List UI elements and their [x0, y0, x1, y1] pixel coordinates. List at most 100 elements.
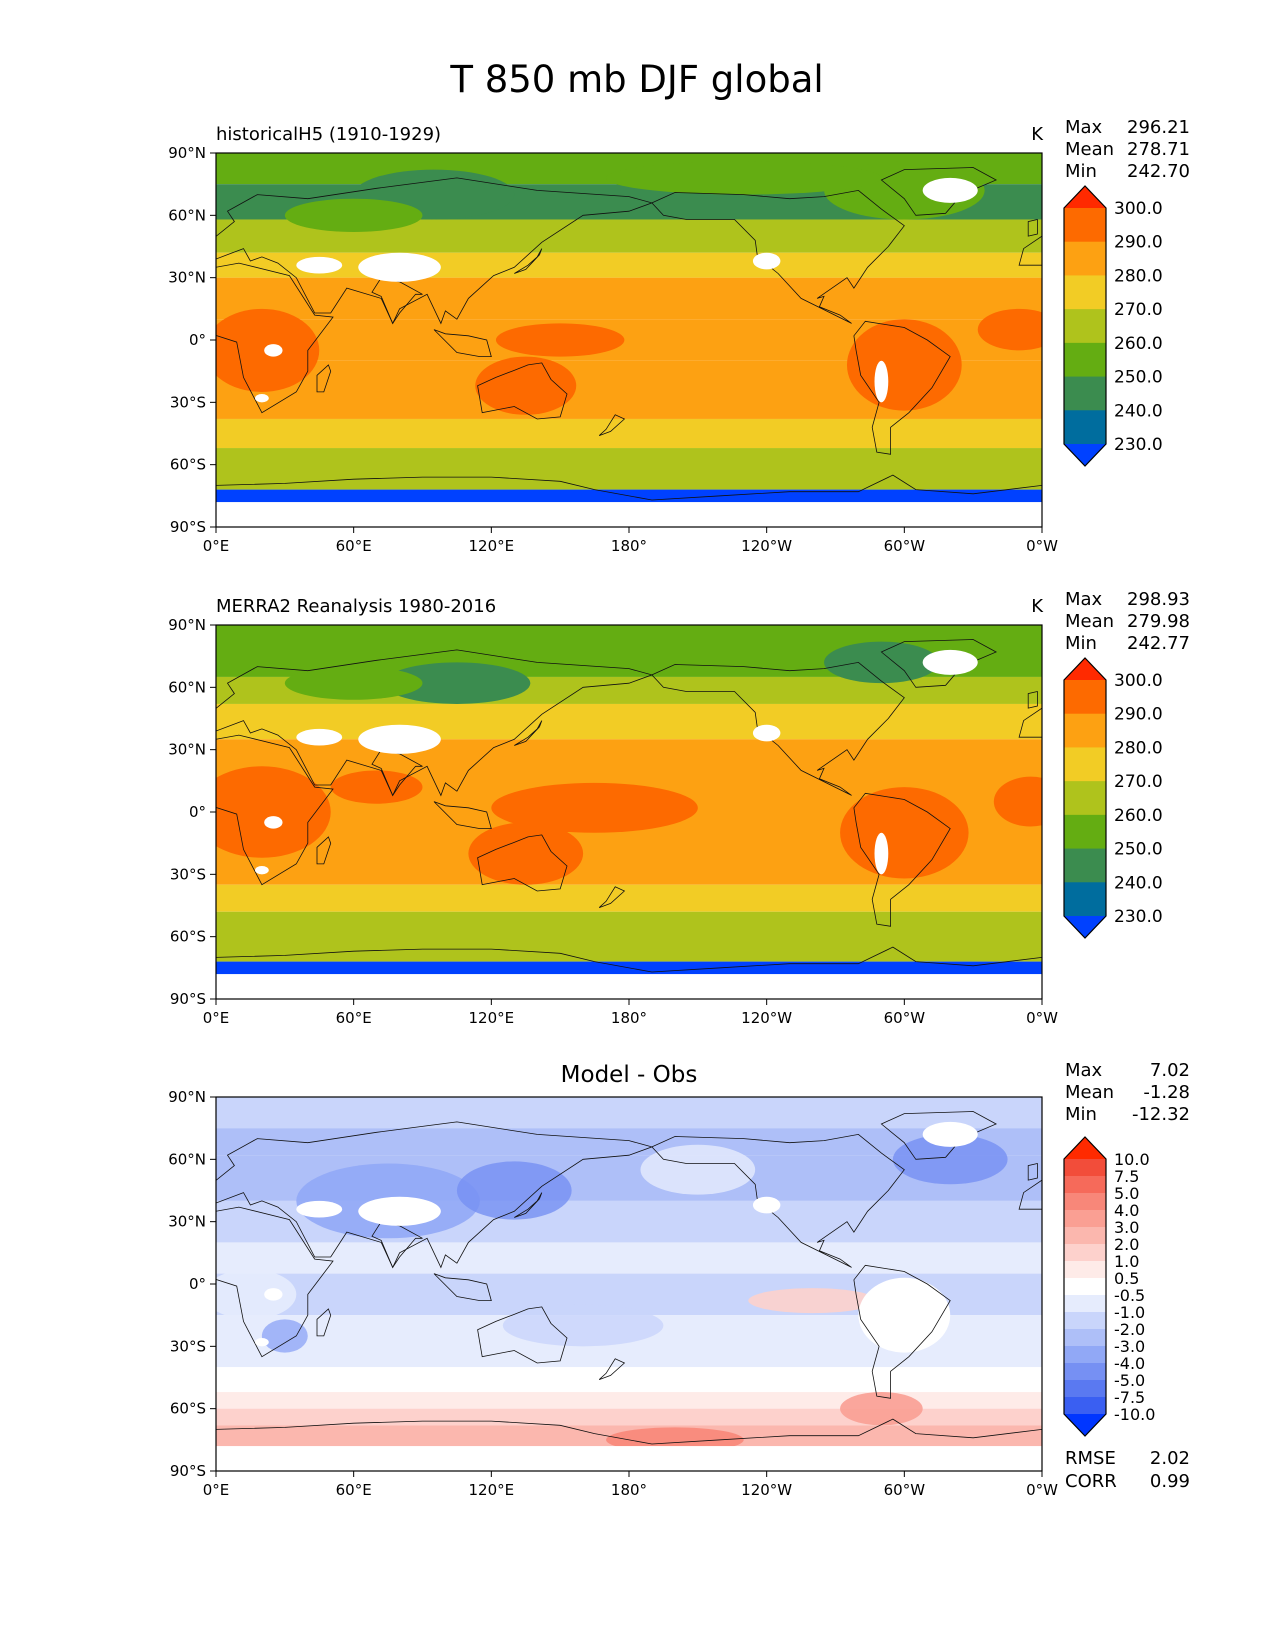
stat-label-mean: Mean [1065, 139, 1114, 160]
coastline-new-zealand [598, 886, 626, 908]
metric-label-rmse: RMSE [1065, 1448, 1116, 1469]
x-tick-label: 60°E [336, 537, 372, 555]
coastline-japan [514, 1192, 543, 1218]
colorbar-bin [1064, 1363, 1106, 1381]
contour-band [216, 418, 1042, 449]
x-tick-label: 0°E [203, 537, 230, 555]
colorbar-tick-label: 1.0 [1114, 1252, 1139, 1271]
y-tick-label: 0° [189, 331, 206, 349]
stat-label-mean: Mean [1065, 611, 1114, 632]
y-tick-label: 30°N [168, 741, 206, 759]
panel-diff: Model - Obs 90°N60°N30°N0°30°S60°S90°S0°… [168, 1060, 1190, 1499]
colorbar-bin [1064, 1329, 1106, 1347]
colorbar-outline [1063, 657, 1107, 939]
colorbar-bin [1064, 848, 1106, 883]
map-layer [216, 625, 1042, 999]
contour-region [748, 1288, 877, 1314]
colorbar-tick-label: 2.0 [1114, 1235, 1139, 1254]
contour-region [284, 198, 423, 232]
colorbar-tick-label: -0.5 [1114, 1286, 1145, 1305]
figure-title: T 850 mb DJF global [449, 58, 823, 101]
contour-band [216, 448, 1042, 490]
coastline-uk [1027, 690, 1038, 709]
metric-value-rmse: 2.02 [1150, 1448, 1190, 1469]
coastline-antarctica [216, 474, 1042, 527]
stats-block: Max 7.02 Mean -1.28 Min -12.32 [1065, 1060, 1190, 1125]
panel-title: MERRA2 Reanalysis 1980-2016 [216, 596, 496, 617]
coastline-antarctica [216, 946, 1042, 999]
coastline-indonesia [433, 329, 492, 358]
colorbar-bin [1064, 882, 1106, 917]
colorbar-extend-max [1064, 1137, 1106, 1159]
missing-data-region [358, 252, 441, 282]
colorbar-tick-label: 250.0 [1114, 368, 1163, 388]
colorbar-bin [1064, 342, 1106, 378]
x-tick-label: 120°W [741, 537, 792, 555]
y-tick-label: 90°S [170, 990, 206, 1008]
missing-data-region [874, 360, 889, 403]
missing-data-antarctica [216, 502, 1042, 527]
missing-data-antarctica [216, 974, 1042, 999]
y-tick-label: 30°N [168, 269, 206, 287]
missing-data-region [255, 1338, 269, 1347]
contour-region [216, 1269, 297, 1320]
coastline-eurasia [216, 649, 654, 797]
contour-band [216, 884, 1042, 912]
stat-label-min: Min [1065, 633, 1097, 654]
contour-region [640, 1144, 756, 1195]
stat-value-min: -12.32 [1132, 1104, 1190, 1125]
contour-band [216, 1097, 1042, 1129]
x-tick-label: 60°W [884, 537, 926, 555]
contour-band [216, 1392, 1042, 1409]
colorbar-bin [1064, 410, 1106, 445]
y-tick-label: 60°S [170, 928, 206, 946]
colorbar-tick-label: 260.0 [1114, 334, 1163, 354]
missing-data-region [922, 649, 978, 675]
panel-title: historicalH5 (1910-1929) [216, 124, 441, 145]
contour-band [216, 911, 1042, 962]
map-area [215, 624, 1043, 1000]
y-tick-label: 90°N [168, 616, 206, 634]
contour-region [606, 161, 882, 195]
y-tick-label: 90°S [170, 1462, 206, 1480]
colorbar-tick-label: 4.0 [1114, 1201, 1139, 1220]
contour-region [858, 1277, 951, 1353]
y-tick-label: 60°S [170, 456, 206, 474]
missing-data-region [752, 724, 781, 742]
stat-label-mean: Mean [1065, 1082, 1114, 1103]
colorbar-bin [1064, 1227, 1106, 1245]
map-area [215, 152, 1043, 528]
colorbar-extend-max [1064, 186, 1106, 208]
missing-data-region [752, 252, 781, 270]
coastline-australia [477, 834, 568, 892]
contour-band [216, 252, 1042, 278]
x-tick-label: 120°W [741, 1009, 792, 1027]
coastline-eurasia [216, 177, 654, 325]
contour-region [502, 1304, 664, 1347]
colorbar-bin [1064, 1261, 1106, 1279]
y-tick-label: 60°N [168, 1150, 206, 1168]
units-label: K [1031, 124, 1044, 145]
colorbar-tick-label: -5.0 [1114, 1371, 1145, 1390]
coastline-japan [514, 720, 543, 746]
colorbar-tick-label: 300.0 [1114, 671, 1163, 691]
contour-region [491, 782, 698, 833]
contour-region [456, 1161, 572, 1220]
colorbar-bin [1064, 275, 1106, 310]
missing-data-region [358, 1196, 441, 1226]
contour-region [216, 766, 331, 858]
colorbar-bin [1064, 747, 1106, 782]
contour-region [475, 356, 577, 415]
contour-region [824, 641, 939, 684]
colorbar: 300.0 290.0 280.0 270.0 260.0 250.0 240.0 230.0 [1063, 657, 1163, 939]
coastline-wrap-europe [1018, 235, 1042, 266]
colorbar-bin [1064, 241, 1106, 276]
colorbar-bin [1064, 1244, 1106, 1262]
colorbar-tick-label: 270.0 [1114, 772, 1163, 792]
x-tick-label: 0°W [1026, 537, 1058, 555]
coastline-indonesia [433, 1273, 492, 1301]
contour-region [977, 308, 1042, 351]
colorbar-bin [1064, 1295, 1106, 1313]
missing-data-region [296, 728, 343, 746]
